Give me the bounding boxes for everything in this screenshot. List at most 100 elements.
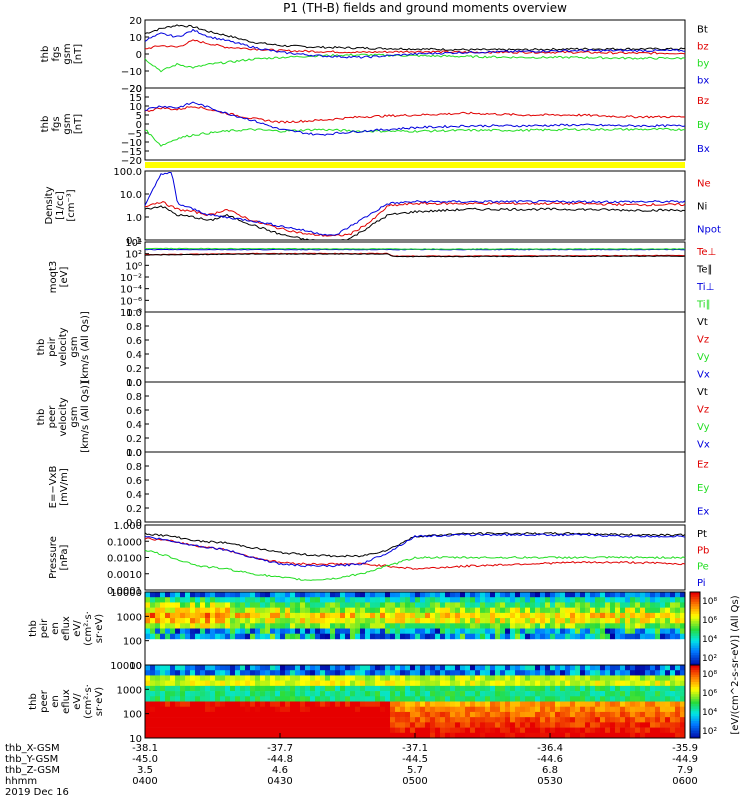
heatmap-cell xyxy=(655,722,661,728)
heatmap-cell xyxy=(615,685,621,692)
heatmap-cell xyxy=(305,685,311,692)
heatmap-cell xyxy=(205,706,211,713)
heatmap-cell xyxy=(370,665,376,671)
heatmap-cell xyxy=(495,685,501,692)
heatmap-cell xyxy=(170,675,176,681)
heatmap-cell xyxy=(640,711,646,718)
heatmap-cell xyxy=(490,717,496,723)
heatmap-cell xyxy=(190,607,196,614)
heatmap-cell xyxy=(640,670,646,676)
colorbar-cell xyxy=(690,630,700,634)
heatmap-cell xyxy=(670,633,676,640)
heatmap-cell xyxy=(425,680,431,687)
heatmap-cell xyxy=(640,685,646,692)
heatmap-cell xyxy=(465,711,471,718)
series-Bt xyxy=(144,24,686,52)
heatmap-cell xyxy=(250,628,256,635)
heatmap-cell xyxy=(590,717,596,723)
heatmap-cell xyxy=(200,732,206,739)
heatmap-cell xyxy=(620,597,626,603)
heatmap-cell xyxy=(480,592,486,598)
heatmap-cell xyxy=(145,685,151,692)
heatmap-cell xyxy=(520,675,526,681)
heatmap-cell xyxy=(515,670,521,676)
heatmap-cell xyxy=(680,602,686,608)
heatmap-cell xyxy=(665,612,671,619)
heatmap-cell xyxy=(520,612,526,619)
heatmap-cell xyxy=(595,722,601,728)
heatmap-cell xyxy=(460,670,466,676)
heatmap-cell xyxy=(490,696,496,702)
heatmap-cell xyxy=(480,685,486,692)
heatmap-cell xyxy=(400,597,406,603)
heatmap-cell xyxy=(260,717,266,723)
heatmap-cell xyxy=(570,612,576,619)
heatmap-cell xyxy=(215,701,221,708)
heatmap-cell xyxy=(545,717,551,723)
heatmap-cell xyxy=(375,665,381,671)
heatmap-cell xyxy=(290,597,296,603)
heatmap-cell xyxy=(365,623,371,629)
heatmap-cell xyxy=(380,680,386,687)
heatmap-cell xyxy=(455,592,461,598)
x-tick-label: 0500 xyxy=(402,776,427,787)
heatmap-cell xyxy=(485,597,491,603)
heatmap-cell xyxy=(630,602,636,608)
heatmap-cell xyxy=(345,618,351,624)
heatmap-cell xyxy=(370,685,376,692)
heatmap-cell xyxy=(200,592,206,598)
heatmap-cell xyxy=(155,685,161,692)
heatmap-cell xyxy=(320,727,326,734)
y-tick-label: 0.6 xyxy=(126,406,142,417)
heatmap-cell xyxy=(440,592,446,598)
heatmap-cell xyxy=(330,691,336,697)
heatmap-cell xyxy=(560,612,566,619)
heatmap-cell xyxy=(350,706,356,713)
x-tick-label: -37.7 xyxy=(267,743,293,754)
series-Ti∥ xyxy=(144,247,686,250)
heatmap-cell xyxy=(455,623,461,629)
legend-entry: Ez xyxy=(697,460,709,471)
heatmap-cell xyxy=(390,607,396,614)
heatmap-cell xyxy=(490,628,496,635)
heatmap-cell xyxy=(340,592,346,598)
heatmap-cell xyxy=(290,628,296,635)
y-tick-label: 0.4 xyxy=(126,350,142,361)
heatmap-cell xyxy=(150,685,156,692)
legend-entry: Te⊥ xyxy=(696,247,716,258)
heatmap-cell xyxy=(575,618,581,624)
heatmap-cell xyxy=(340,623,346,629)
heatmap-cell xyxy=(365,618,371,624)
heatmap-cell xyxy=(485,696,491,702)
heatmap-cell xyxy=(390,675,396,681)
colorbar-cell xyxy=(690,594,700,598)
heatmap-cell xyxy=(490,706,496,713)
heatmap-cell xyxy=(380,670,386,676)
heatmap-cell xyxy=(365,727,371,734)
heatmap-cell xyxy=(410,612,416,619)
heatmap-cell xyxy=(375,607,381,614)
heatmap-cell xyxy=(150,675,156,681)
heatmap-cell xyxy=(275,597,281,603)
heatmap-cell xyxy=(680,711,686,718)
heatmap-cell xyxy=(225,727,231,734)
heatmap-cell xyxy=(230,602,236,608)
heatmap-cell xyxy=(565,592,571,598)
heatmap-cell xyxy=(630,717,636,723)
heatmap-cell xyxy=(195,696,201,702)
heatmap-cell xyxy=(650,607,656,614)
heatmap-cell xyxy=(385,701,391,708)
heatmap-cell xyxy=(415,607,421,614)
heatmap-cell xyxy=(630,732,636,739)
heatmap-cell xyxy=(205,633,211,640)
heatmap-cell xyxy=(535,675,541,681)
series-Pi xyxy=(144,533,686,568)
heatmap-cell xyxy=(650,665,656,671)
heatmap-cell xyxy=(365,717,371,723)
heatmap-cell xyxy=(405,633,411,640)
heatmap-cell xyxy=(580,612,586,619)
heatmap-cell xyxy=(610,675,616,681)
heatmap-cell xyxy=(415,732,421,739)
heatmap-cell xyxy=(620,706,626,713)
heatmap-cell xyxy=(630,665,636,671)
